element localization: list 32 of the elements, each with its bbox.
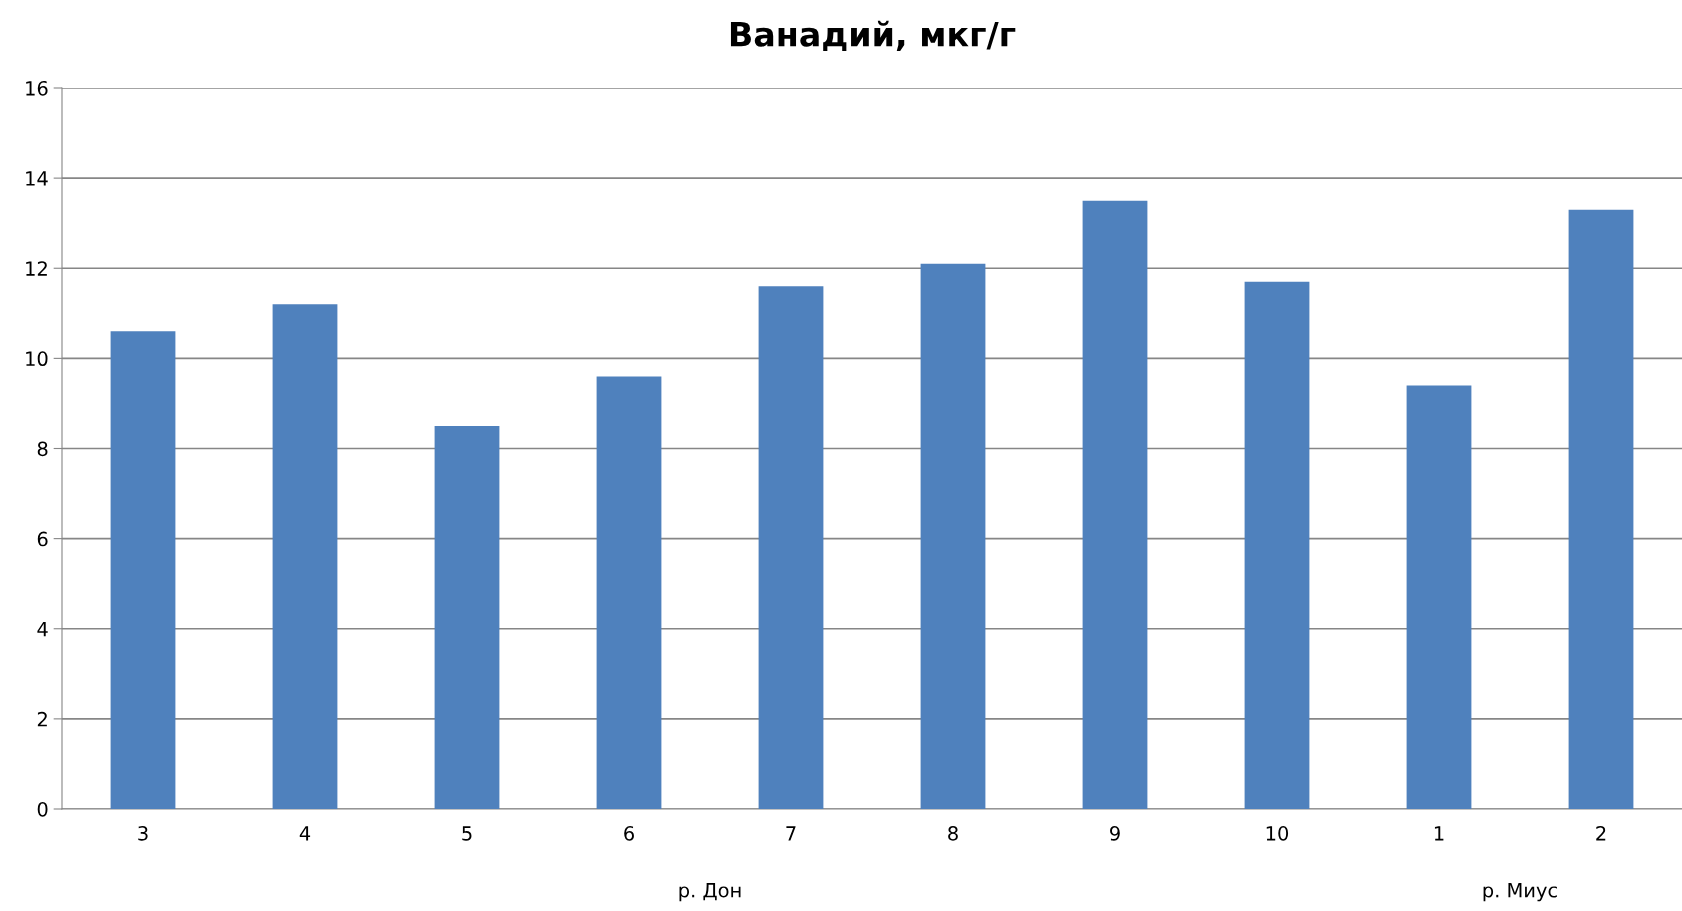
bar — [1406, 385, 1472, 809]
x-tick-label: 10 — [1266, 826, 1289, 841]
x-tick-label: 7 — [786, 826, 796, 841]
y-tick-label: 0 — [37, 801, 48, 817]
x-tick-label: 5 — [462, 826, 472, 841]
bar — [920, 263, 986, 809]
x-tick-label: 9 — [1110, 826, 1120, 841]
bar — [758, 286, 824, 809]
y-tick-label: 8 — [37, 441, 48, 457]
x-tick-label: 1 — [1434, 826, 1444, 841]
bar — [1568, 209, 1634, 809]
x-tick-label: 3 — [138, 826, 148, 841]
bar — [596, 376, 662, 809]
bar — [110, 331, 176, 809]
x-tick-label: 6 — [624, 826, 634, 841]
bar — [272, 304, 338, 809]
x-tick-label: 2 — [1596, 826, 1606, 841]
chart-title: Ванадий, мкг/г — [730, 20, 1016, 52]
y-tick-label: 12 — [26, 261, 47, 276]
y-tick-label: 2 — [37, 711, 47, 727]
text: р. Дон — [679, 883, 741, 902]
y-tick-label: 14 — [26, 171, 48, 186]
y-tick-label: 16 — [26, 80, 48, 96]
bar — [1082, 200, 1148, 809]
y-tick-label: 4 — [37, 621, 48, 637]
bar — [1244, 281, 1310, 809]
y-tick-label: 6 — [37, 531, 48, 547]
x-tick-label: 4 — [299, 826, 311, 841]
bar — [434, 425, 500, 809]
x-tick-label: 8 — [948, 826, 958, 841]
text: р. Миус — [1483, 883, 1557, 902]
y-tick-label: 10 — [26, 351, 48, 367]
